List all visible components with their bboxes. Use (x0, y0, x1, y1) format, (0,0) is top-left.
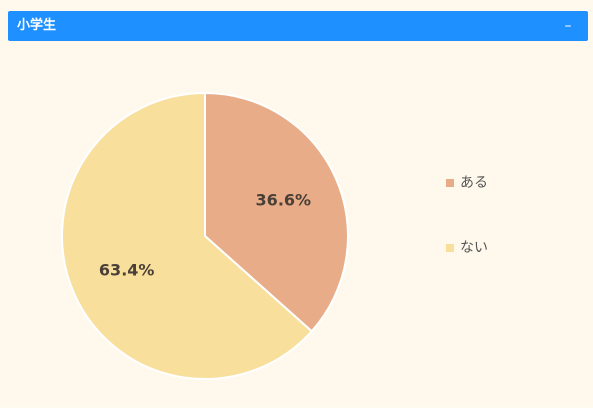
pie-slice-label-1: 63.4% (99, 261, 155, 280)
legend-label-1: ない (460, 240, 488, 256)
legend-item-0[interactable]: ある (446, 175, 488, 191)
legend-item-1[interactable]: ない (446, 240, 488, 256)
pie-slice-1[interactable] (61, 91, 314, 380)
panel-header: 小学生 – (8, 11, 588, 41)
pie-slice-0[interactable] (204, 91, 349, 333)
collapse-button[interactable]: – (564, 18, 572, 34)
panel-title: 小学生 (17, 18, 57, 33)
legend-label-0: ある (460, 175, 488, 191)
legend-swatch-0 (446, 179, 454, 187)
chart-area: 36.6% 63.4% あるない (0, 44, 593, 404)
pie-slice-label-0: 36.6% (256, 190, 312, 209)
legend-swatch-1 (446, 244, 454, 252)
